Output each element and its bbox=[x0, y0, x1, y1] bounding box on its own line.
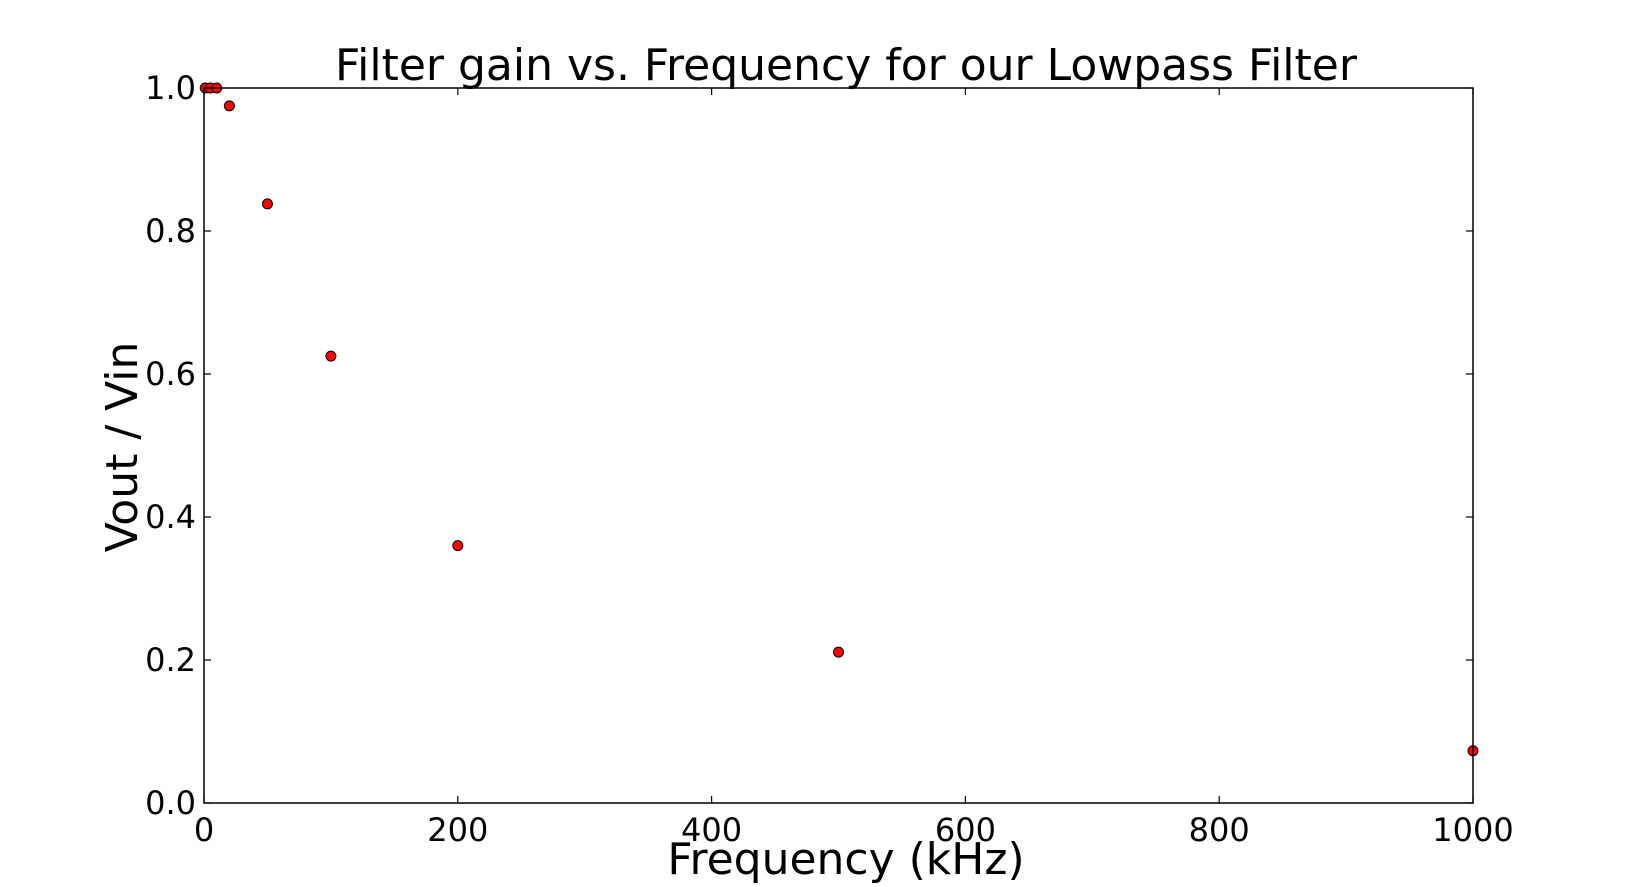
y-tick-label: 0.4 bbox=[145, 498, 196, 536]
data-points bbox=[199, 82, 1479, 757]
data-point bbox=[833, 646, 844, 658]
plot-area-frame bbox=[203, 87, 1474, 804]
x-tick-label: 600 bbox=[935, 811, 996, 849]
x-tick-label: 400 bbox=[681, 811, 742, 849]
axis-ticks: 0 200 400 600 800 1000 0.0 0.2 0.4 0.6 0.8 1.0 bbox=[145, 69, 1514, 849]
data-point bbox=[452, 540, 464, 552]
chart-title: Filter gain vs. Frequency for our Lowpas… bbox=[335, 40, 1358, 91]
x-axis-label: Frequency (kHz) bbox=[667, 834, 1024, 885]
data-point bbox=[223, 100, 235, 112]
y-tick-label: 0.8 bbox=[145, 212, 196, 250]
y-tick-label: 0.6 bbox=[145, 355, 196, 393]
y-tick-label: 0.0 bbox=[145, 784, 196, 822]
x-tick-label: 800 bbox=[1189, 811, 1250, 849]
x-tick-label: 1000 bbox=[1432, 811, 1513, 849]
x-tick-label: 200 bbox=[427, 811, 488, 849]
x-tick-label: 0 bbox=[194, 811, 214, 849]
data-point bbox=[261, 198, 273, 210]
y-tick-label: 0.2 bbox=[145, 641, 196, 679]
y-tick-label: 1.0 bbox=[145, 69, 196, 107]
y-axis-label: Vout / Vin bbox=[97, 342, 148, 553]
data-point bbox=[325, 350, 337, 362]
